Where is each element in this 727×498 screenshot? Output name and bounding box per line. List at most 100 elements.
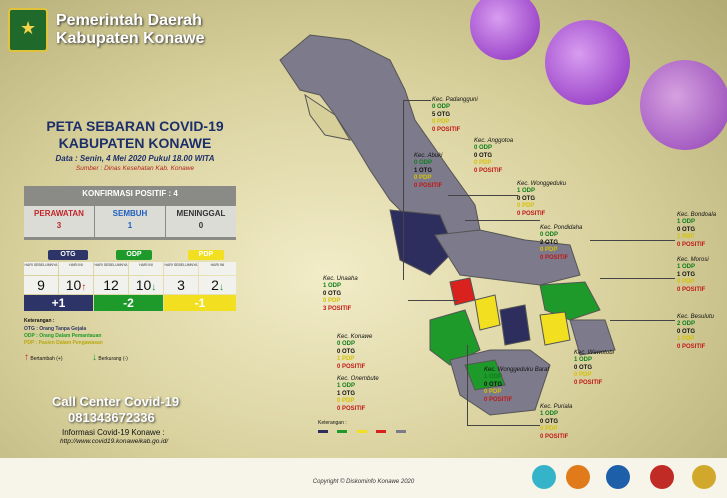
odp-prev-value: 12 [94, 276, 128, 294]
kec-odp: 0 ODP [474, 145, 493, 152]
meninggal-label: MENINGGAL [176, 209, 226, 218]
arrow-up-icon: ↑ [81, 282, 87, 293]
kec-besulutu: Kec. Besulutu 2 ODP 0 OTG 1 PDP 0 POSITI… [677, 314, 714, 351]
kominfo-logo [606, 465, 630, 489]
otg-today-cell: 10↑ [59, 276, 93, 294]
sembuh-label: SEMBUH [112, 209, 148, 218]
kec-pdp: 1 PDP [677, 234, 695, 241]
legend-swatch-otg [318, 430, 328, 433]
info-url-link[interactable]: http://www.covid19.konaweikab.go.id/ [60, 438, 169, 445]
kec-odp: 1 ODP [677, 219, 696, 226]
kec-odp: 0 ODP [414, 160, 433, 167]
kec-otg: 0 OTG [337, 348, 356, 355]
kec-abuki: Kec. Abuki 0 ODP 1 OTG 0 PDP 0 POSITIF [414, 153, 442, 190]
kec-pdp: 0 PDP [540, 426, 558, 433]
kec-odp: 1 ODP [540, 411, 559, 418]
kec-otg: 0 OTG [677, 226, 696, 233]
konawe-logo: ★ [8, 8, 48, 52]
footer-bar [0, 458, 727, 498]
map-region-green-south [464, 359, 506, 391]
pdp-diff: -1 [164, 295, 236, 311]
kec-bondoala: Kec. Bondoala 1 ODP 0 OTG 1 PDP 0 POSITI… [677, 212, 716, 249]
kec-name: Kec. Wawotobi [574, 350, 614, 356]
kec-pos: 0 POSITIF [677, 286, 706, 293]
bnpb-logo [566, 465, 590, 489]
kec-otg: 1 OTG [337, 390, 356, 397]
kec-odp: 1 ODP [574, 357, 593, 364]
kec-otg: 0 OTG [323, 290, 342, 297]
kec-otg: 0 OTG [574, 364, 593, 371]
map-region-central [434, 229, 581, 286]
kec-puriala: Kec. Puriala 1 ODP 0 OTG 0 PDP 0 POSITIF [540, 404, 572, 441]
map-legend: Keterangan : [318, 420, 406, 435]
kec-pos: 0 POSITIF [414, 182, 443, 189]
map-title-line1: PETA SEBARAN COVID-19 [46, 118, 224, 134]
kec-otg: 0 OTG [484, 381, 503, 388]
kec-otg: 1 OTG [414, 167, 433, 174]
kec-pos: 0 POSITIF [540, 433, 569, 440]
kec-unaaha: Kec. Unaaha 1 ODP 0 OTG 0 PDP 3 POSITIF [323, 276, 358, 313]
tni-logo [650, 465, 674, 489]
kec-odp: 1 ODP [484, 374, 503, 381]
kec-otg: 0 OTG [474, 152, 493, 159]
arrow-down-icon: ↓ [151, 282, 157, 293]
arrow-down-icon: ↓ [218, 282, 224, 293]
otg-today-value: 10 [65, 277, 82, 293]
kec-odp: 0 ODP [540, 232, 559, 239]
star-icon: ★ [20, 18, 37, 38]
kec-pdp: 0 PDP [677, 279, 695, 286]
kec-otg: 5 OTG [432, 111, 451, 118]
map-legend-swatches [318, 429, 406, 435]
kec-name: Kec. Onembute [337, 376, 379, 382]
meninggal-value: 0 [198, 221, 204, 230]
otg-header: OTG [48, 250, 88, 260]
kec-pdp: 0 PDP [574, 372, 592, 379]
kec-name: Kec. Pondidaha [540, 225, 583, 231]
call-center-number[interactable]: 081343672336 [68, 410, 155, 425]
leader-line [448, 195, 518, 196]
arrow-up-icon: ↑ [24, 352, 29, 363]
kec-otg: 0 OTG [677, 328, 696, 335]
map-title: PETA SEBARAN COVID-19 KABUPATEN KONAWE [10, 118, 260, 152]
legend-swatch-odp [337, 430, 348, 433]
kec-otg: 2 OTG [540, 239, 559, 246]
kec-name: Kec. Anggotoa [474, 138, 514, 144]
kec-pdp: 0 PDP [323, 298, 341, 305]
legend-swatch-positif [376, 430, 387, 433]
turun-label: Berkurang (-) [98, 356, 128, 362]
pdp-sub-today: HARI INI [199, 262, 236, 275]
map-region-east-tail [569, 319, 616, 356]
map-region-yellow-east [539, 311, 571, 346]
kec-wonggeduku: Kec. Wonggeduku 1 ODP 0 OTG 0 PDP 0 POSI… [517, 181, 566, 218]
kec-onembute: Kec. Onembute 1 ODP 1 OTG 0 PDP 0 POSITI… [337, 376, 379, 413]
kec-odp: 2 ODP [677, 321, 696, 328]
health-logo [532, 465, 556, 489]
kec-name: Kec. Wonggeduku Barat [484, 367, 550, 373]
kec-odp: 1 ODP [517, 188, 536, 195]
keterangan-naik: ↑ Bertambah (+) [24, 352, 63, 363]
kec-pdp: 0 PDP [432, 119, 450, 126]
odp-today-cell: 10↓ [129, 276, 163, 294]
kec-name: Kec. Bondoala [677, 212, 717, 218]
kec-name: Kec. Besulutu [677, 314, 715, 320]
kec-konawe: Kec. Konawe 0 ODP 0 OTG 1 PDP 0 POSITIF [337, 334, 372, 371]
kec-wawotobi: Kec. Wawotobi 1 ODP 0 OTG 0 PDP 0 POSITI… [574, 350, 614, 387]
kec-pos: 0 POSITIF [474, 167, 503, 174]
perawatan-label: PERAWATAN [34, 209, 84, 218]
otg-diff: +1 [24, 295, 93, 311]
leader-line [403, 100, 404, 280]
map-legend-title: Keterangan : [318, 420, 347, 426]
kec-pos: 0 POSITIF [337, 405, 366, 412]
leader-line [590, 240, 675, 241]
map-region-dark-mid [499, 304, 531, 346]
leader-line [467, 345, 468, 425]
odp-sub-today: HARI INI [129, 262, 163, 275]
odp-header: ODP [116, 250, 152, 260]
leader-line [610, 320, 675, 321]
keterangan-turun: ↓ Berkurang (-) [92, 352, 128, 363]
kec-pos: 0 POSITIF [574, 379, 603, 386]
kec-name: Kec. Konawe [337, 334, 373, 340]
odp-sub-prev: HARI SEBELUMNYA [94, 262, 128, 275]
leader-line [467, 425, 540, 426]
kec-pos: 0 POSITIF [677, 343, 706, 350]
